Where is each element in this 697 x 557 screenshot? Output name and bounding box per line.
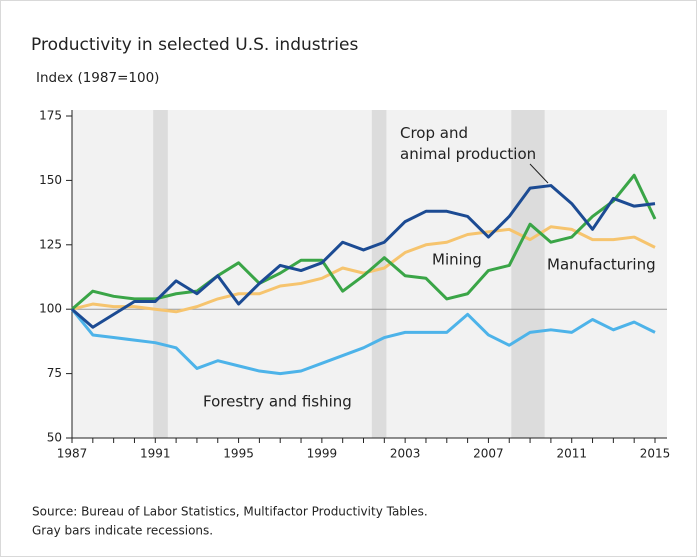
x-tick-label: 2007: [473, 447, 504, 461]
y-tick-label: 150: [39, 173, 62, 187]
x-tick-label: 1991: [140, 447, 171, 461]
x-tick-label: 2003: [390, 447, 421, 461]
series-line: [71, 173, 657, 311]
recession-bar: [371, 110, 387, 438]
subtitle: Index (1987=100): [36, 70, 159, 86]
series-line: [70, 308, 656, 376]
series-line: [71, 184, 656, 329]
series-line: [71, 225, 656, 314]
y-tick-label: 125: [39, 237, 62, 251]
plot-background: [72, 110, 667, 438]
y-tick-label: 50: [47, 431, 62, 445]
y-tick-label: 75: [47, 366, 62, 380]
note: Gray bars indicate recessions.: [32, 524, 213, 538]
series-label: Manufacturing: [547, 256, 656, 274]
recession-bar: [153, 110, 168, 438]
x-tick-label: 1995: [223, 447, 254, 461]
y-tick-label: 175: [39, 109, 62, 123]
source: Source: Bureau of Labor Statistics, Mult…: [32, 505, 428, 519]
x-tick-label: 2015: [640, 447, 671, 461]
leader-line: [529, 163, 549, 184]
series-label: Crop and animal production: [400, 124, 536, 163]
x-tick-label: 2011: [556, 447, 587, 461]
x-tick-label: 1987: [57, 447, 88, 461]
series-label: Mining: [432, 251, 482, 269]
y-tick-label: 100: [39, 302, 62, 316]
chart-title: Productivity in selected U.S. industries: [31, 35, 358, 55]
x-tick-label: 1999: [307, 447, 338, 461]
series-label: Forestry and fishing: [203, 393, 352, 411]
recession-bar: [511, 110, 545, 438]
